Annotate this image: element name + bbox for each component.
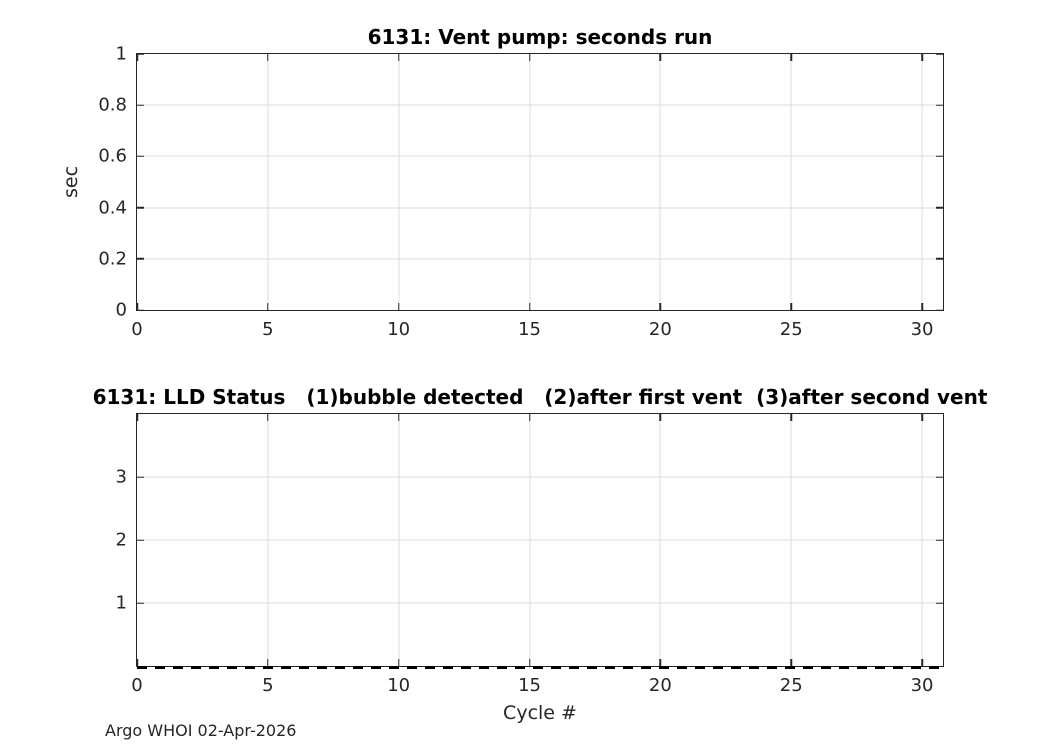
x-gridline: [398, 54, 400, 310]
x-tick-label: 15: [518, 675, 541, 696]
x-gridline: [659, 54, 661, 310]
x-tick-label: 5: [262, 319, 274, 340]
y-tick-mark-left: [137, 258, 144, 260]
y-gridline: [137, 539, 943, 541]
y-gridline: [137, 258, 943, 260]
y-tick-mark-left: [137, 104, 144, 106]
y-tick-mark-right: [936, 476, 943, 478]
y-tick-mark-left: [137, 476, 144, 478]
x-tick-mark-top: [267, 54, 269, 61]
y-gridline: [137, 155, 943, 157]
x-tick-mark-bottom: [267, 303, 269, 310]
y-tick-label: 0: [115, 299, 127, 321]
x-tick-label: 30: [910, 319, 934, 340]
y-tick-label: 0.4: [98, 197, 127, 219]
x-tick-mark-bottom: [397, 303, 400, 310]
y-tick-label: 0.8: [98, 94, 127, 116]
y-tick-mark-left: [137, 309, 144, 311]
x-tick-mark-bottom: [136, 303, 138, 310]
y-tick-mark-right: [936, 53, 943, 55]
x-gridline: [267, 54, 269, 310]
y-tick-mark-right: [936, 206, 943, 209]
x-tick-mark-bottom: [528, 659, 531, 666]
x-tick-mark-top: [136, 54, 138, 61]
x-tick-mark-bottom: [397, 659, 400, 666]
x-tick-label: 0: [131, 319, 143, 340]
y-tick-mark-right: [936, 602, 943, 604]
y-gridline: [137, 104, 943, 106]
x-tick-mark-top: [267, 414, 269, 421]
x-tick-label: 15: [518, 319, 541, 340]
y-tick-mark-left: [137, 206, 144, 209]
x-tick-mark-bottom: [790, 659, 792, 666]
x-tick-label: 25: [779, 319, 803, 340]
x-tick-mark-top: [659, 54, 662, 61]
y-axis-label-sec: sec: [60, 165, 83, 199]
x-tick-mark-top: [921, 414, 923, 421]
x-tick-mark-bottom: [267, 659, 269, 666]
x-tick-mark-top: [659, 414, 662, 421]
x-axis-label-cycle: Cycle #: [503, 702, 577, 724]
y-tick-mark-left: [137, 155, 144, 158]
x-tick-mark-top: [790, 414, 792, 421]
x-gridline: [921, 54, 923, 310]
x-tick-mark-bottom: [528, 303, 531, 310]
y-tick-label: 2: [115, 529, 127, 551]
x-tick-mark-bottom: [659, 303, 662, 310]
x-tick-mark-bottom: [136, 659, 138, 666]
x-tick-label: 10: [387, 319, 411, 340]
x-tick-mark-bottom: [659, 659, 662, 666]
y-tick-mark-right: [936, 309, 943, 311]
y-tick-label: 1: [115, 592, 127, 614]
x-tick-mark-top: [790, 54, 792, 61]
x-tick-mark-bottom: [790, 303, 792, 310]
y-tick-mark-right: [936, 155, 943, 158]
y-tick-mark-left: [137, 602, 144, 604]
lld-status-dashed-line: [137, 665, 943, 669]
x-tick-mark-top: [921, 54, 923, 61]
x-tick-mark-top: [397, 54, 400, 61]
lld-status-plot-title: 6131: LLD Status (1)bubble detected (2)a…: [92, 385, 988, 409]
x-tick-mark-bottom: [921, 659, 923, 666]
y-tick-mark-left: [137, 53, 144, 55]
y-tick-mark-right: [936, 258, 943, 260]
x-tick-label: 5: [262, 675, 274, 696]
vent-pump-plot-area: 6131: Vent pump: seconds run sec 0 5 10 15 2…: [60, 25, 944, 340]
x-tick-label: 30: [910, 675, 934, 696]
y-tick-mark-right: [936, 539, 943, 541]
x-tick-mark-top: [528, 414, 531, 421]
y-tick-label: 3: [115, 466, 127, 488]
x-gridline: [790, 54, 792, 310]
x-tick-label: 20: [648, 675, 672, 696]
y-gridline: [137, 602, 943, 604]
x-tick-label: 20: [648, 319, 672, 340]
lld-status-plot-area: 6131: LLD Status (1)bubble detected (2)a…: [93, 385, 988, 724]
y-tick-label: 0.6: [98, 145, 127, 167]
y-gridline: [137, 476, 943, 478]
vent-pump-plot-title: 6131: Vent pump: seconds run: [367, 25, 713, 49]
x-tick-label: 25: [779, 675, 803, 696]
y-tick-label: 0.2: [98, 248, 127, 270]
y-tick-label: 1: [115, 43, 127, 65]
x-tick-mark-top: [136, 414, 138, 421]
x-gridline: [529, 54, 531, 310]
x-tick-mark-top: [528, 54, 531, 61]
figure-footer-stamp: Argo WHOI 02-Apr-2026: [105, 721, 297, 740]
x-tick-mark-top: [397, 414, 400, 421]
y-tick-mark-right: [936, 104, 943, 106]
y-tick-mark-left: [137, 539, 144, 541]
x-tick-mark-bottom: [921, 303, 923, 310]
x-tick-label: 10: [387, 675, 411, 696]
y-gridline: [137, 207, 943, 209]
x-tick-label: 0: [131, 675, 143, 696]
